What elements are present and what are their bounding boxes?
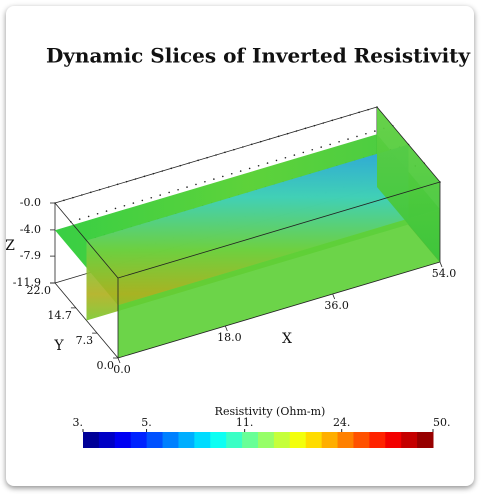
colorbar-tick-label: 24. xyxy=(333,416,351,429)
grid-dot xyxy=(257,164,260,167)
x-tick-label: 0.0 xyxy=(113,363,131,376)
y-tick-label: 14.7 xyxy=(47,309,72,322)
colorbar-swatch xyxy=(226,432,243,448)
grid-dot xyxy=(302,151,305,154)
x-tick-label: 54.0 xyxy=(432,267,457,280)
y-tick-label: 0.0 xyxy=(97,359,115,372)
box-edge xyxy=(376,106,441,183)
y-axis-label: Y xyxy=(53,338,64,354)
grid-dot xyxy=(159,194,161,196)
colorbar-swatch xyxy=(258,432,275,448)
grid-dot xyxy=(96,212,99,215)
colorbar-swatch xyxy=(273,432,291,448)
grid-dot xyxy=(132,202,135,204)
colorbar-swatch xyxy=(130,432,148,448)
z-axis-label: Z xyxy=(6,238,15,254)
card: Dynamic Slices of Inverted Resistivity Z… xyxy=(6,6,474,486)
colorbar-tick-label: 11. xyxy=(236,416,254,429)
colorbar-label: Resistivity (Ohm-m) xyxy=(215,405,326,418)
grid-dot xyxy=(239,170,242,172)
box-edge xyxy=(54,202,119,279)
colorbar-swatch xyxy=(194,432,211,448)
chart-title: Dynamic Slices of Inverted Resistivity xyxy=(46,44,471,68)
z-tick-label: -0.0 xyxy=(20,196,41,209)
colorbar-swatch xyxy=(242,432,259,448)
colorbar-swatch xyxy=(114,432,132,448)
grid-dot xyxy=(347,138,349,140)
grid-dot xyxy=(78,218,81,220)
colorbar-swatch xyxy=(83,432,100,448)
grid-dot xyxy=(150,196,153,199)
colorbar-swatch xyxy=(401,432,418,448)
z-tick-label: -7.9 xyxy=(20,249,41,262)
colorbar-tick-label: 3. xyxy=(73,416,84,429)
grid-dot xyxy=(266,162,269,164)
colorbar-swatch xyxy=(178,432,195,448)
y-tick-label: 22.0 xyxy=(27,284,52,297)
grid-dot xyxy=(293,154,296,156)
grid-dot xyxy=(204,180,206,183)
colorbar-swatch xyxy=(162,432,179,448)
z-tick-label: -11.9 xyxy=(13,276,41,289)
box-edge xyxy=(54,106,378,204)
colorbar-swatch xyxy=(385,432,402,448)
colorbar-swatch xyxy=(305,432,323,448)
chart: Dynamic Slices of Inverted Resistivity Z… xyxy=(6,44,471,448)
x-tick-label: 36.0 xyxy=(324,299,349,312)
colorbar-swatch xyxy=(289,432,307,448)
grid-dot xyxy=(230,172,233,175)
grid-dot xyxy=(365,132,367,135)
scene: 0.018.036.054.00.07.314.722.0-0.0-4.0-7.… xyxy=(13,106,456,448)
colorbar-swatch xyxy=(369,432,386,448)
grid-dot xyxy=(123,204,126,207)
vertical-slice xyxy=(86,144,409,321)
grid-dot xyxy=(87,215,90,218)
x-tick-label: 18.0 xyxy=(217,331,242,344)
colorbar-swatch xyxy=(210,432,227,448)
colorbar-swatch xyxy=(146,432,164,448)
grid-dot xyxy=(114,207,117,210)
colorbar-swatch xyxy=(98,432,116,448)
grid-dot xyxy=(311,148,314,151)
colorbar-tick-label: 50. xyxy=(433,416,451,429)
grid-dot xyxy=(222,175,224,178)
grid-dot xyxy=(329,143,331,146)
grid-dot xyxy=(168,191,170,194)
front-slice xyxy=(118,209,440,358)
x-tick xyxy=(332,293,336,300)
colorbar-swatch xyxy=(337,432,354,448)
grid-dot xyxy=(248,167,251,170)
colorbar-swatch xyxy=(321,432,339,448)
y-tick-label: 7.3 xyxy=(76,334,94,347)
grid-dot xyxy=(141,199,144,202)
grid-dot xyxy=(320,146,322,148)
x-tick xyxy=(224,325,228,332)
grid-dot xyxy=(275,159,278,162)
colorbar-swatch xyxy=(353,432,370,448)
z-tick-label: -4.0 xyxy=(20,223,41,236)
grid-dot xyxy=(177,188,179,191)
grid-dot xyxy=(284,156,287,159)
x-tick xyxy=(439,261,443,268)
grid-dot xyxy=(213,178,215,180)
colorbar-swatch xyxy=(417,432,434,448)
end-slice xyxy=(377,107,440,262)
grid-dot xyxy=(374,130,376,132)
grid-dot xyxy=(338,140,340,143)
x-tick xyxy=(117,357,121,364)
grid-dot xyxy=(105,210,108,212)
box-edge xyxy=(117,181,441,279)
x-axis-label: X xyxy=(282,331,292,347)
box-edge xyxy=(117,261,441,359)
colorbar-tick-label: 5. xyxy=(141,416,152,429)
grid-dot xyxy=(195,183,197,186)
grid-dot xyxy=(186,186,188,188)
grid-dot xyxy=(356,135,358,138)
